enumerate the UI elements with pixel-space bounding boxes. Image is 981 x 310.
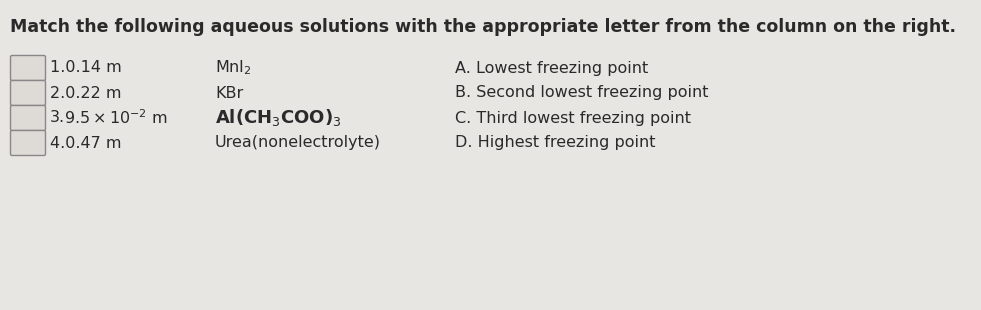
Text: $\mathregular{9.5\times10^{-2}}$ m: $\mathregular{9.5\times10^{-2}}$ m [64,108,168,127]
Text: B. Second lowest freezing point: B. Second lowest freezing point [455,86,708,100]
Text: KBr: KBr [215,86,243,100]
Text: A. Lowest freezing point: A. Lowest freezing point [455,60,648,76]
Text: Match the following aqueous solutions with the appropriate letter from the colum: Match the following aqueous solutions wi… [10,18,956,36]
Text: 3.: 3. [50,110,65,126]
Text: 1.0.14 m: 1.0.14 m [50,60,122,76]
Text: Urea(nonelectrolyte): Urea(nonelectrolyte) [215,135,381,150]
Text: Al(CH$_3$COO)$_3$: Al(CH$_3$COO)$_3$ [215,108,341,129]
Text: D. Highest freezing point: D. Highest freezing point [455,135,655,150]
FancyBboxPatch shape [11,81,45,105]
Text: 4.0.47 m: 4.0.47 m [50,135,122,150]
Text: C. Third lowest freezing point: C. Third lowest freezing point [455,110,691,126]
Text: MnI$_2$: MnI$_2$ [215,59,252,78]
FancyBboxPatch shape [11,105,45,131]
FancyBboxPatch shape [11,131,45,156]
FancyBboxPatch shape [11,55,45,81]
Text: 2.0.22 m: 2.0.22 m [50,86,122,100]
